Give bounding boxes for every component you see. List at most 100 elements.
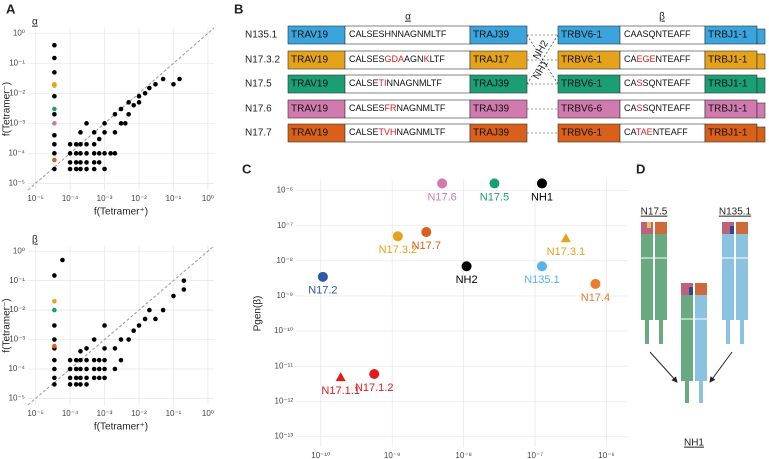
stem [726,320,730,344]
point [52,166,57,172]
point [147,85,152,91]
x-tick-label: 10⁻⁵ [27,194,43,203]
point [112,366,118,372]
cdr3-part: AGN [404,54,424,64]
point [102,121,107,126]
x-tick-label: 10⁻¹ [166,409,182,418]
y-tick-label: 10⁻² [9,88,25,97]
point [67,151,73,156]
point [335,372,346,382]
point [91,337,97,342]
point [112,346,118,351]
constant-tail [756,28,766,45]
point [181,278,187,283]
point [78,151,83,156]
cdr3-part: NNAGNMLTF [387,78,443,88]
cdr3: CATAENTEAFF [624,127,688,137]
cdr3-part: CA [624,103,637,113]
gene-label: TRAV19 [291,55,328,66]
gene-label: TRBV6-1 [561,79,603,90]
reference-line [27,245,215,406]
point [96,151,102,156]
cdr3-part: S [637,78,643,88]
cdr3-part: S [637,103,643,113]
point [52,375,57,381]
point [84,121,89,126]
arrow [649,351,678,383]
cdr3-part: K [424,54,430,64]
facet-label: α [32,17,38,28]
point [52,121,57,126]
chain [722,222,734,320]
point [153,316,158,322]
gene-label: TRAJ39 [473,79,510,90]
cdr3-part: FR [385,103,397,113]
chain [641,222,653,320]
gene-label: TRAV19 [291,104,328,115]
point-label: N17.5 [480,191,509,203]
point-label: N17.3.2 [379,244,418,256]
gene-label: TRBJ1-1 [708,104,748,115]
chain [736,222,748,234]
point [136,93,142,99]
point [102,357,107,363]
cdr3-part: TI [379,78,387,88]
clone-name: N17.7 [245,128,272,139]
y-tick-label: 10⁻¹² [275,396,294,405]
cdr3: CALSETVHNAGNMLTF [349,127,446,137]
point [102,151,107,156]
arrow [709,351,733,383]
point [67,375,73,381]
point [78,357,83,363]
point [73,166,79,172]
point [52,366,57,372]
point [153,81,158,87]
pairing-line [526,34,559,85]
y-tick-label: 10⁻¹ [9,58,25,67]
chain [655,222,667,234]
gene-label: TRBV6-6 [561,104,603,115]
point [60,257,65,263]
point [369,368,380,379]
tcr-label: N135.1 [719,207,752,218]
cdr3-part: CALSESHNNAGNMLTF [349,29,447,39]
x-tick-label: 10⁻³ [97,194,113,203]
cdr3-part: CALSE [349,78,379,88]
point [78,382,83,387]
point-label: N135.1 [524,274,559,286]
point [52,273,57,278]
cdr3-part: CA [624,78,637,88]
point [67,141,73,147]
stem [645,320,649,344]
y-tick-label: 10⁻⁴ [8,148,25,157]
x-tick-label: 10⁻⁶ [598,451,614,459]
point [78,166,83,172]
point [91,357,97,363]
point [126,337,131,342]
point [96,160,102,165]
constant-tail [756,53,766,70]
gene-label: TRAJ17 [473,55,510,66]
point [118,357,124,363]
point [52,323,57,328]
point [52,132,57,138]
point [317,271,328,282]
cdr3-part: SQNTEAFF [643,78,692,88]
point [118,337,124,342]
cdr3-part: TAE [636,127,653,137]
gene-label: TRAV19 [291,128,328,139]
cdr3-part: EGE [637,54,656,64]
x-tick-label: 10⁻⁸ [455,451,472,459]
point [91,141,97,147]
point [91,166,97,172]
pairing-label: NH1 [531,58,551,81]
point [131,328,136,333]
point [136,100,142,105]
cdr3-part: CALSE [349,127,379,137]
cdr3-part: NTEAFF [656,54,692,64]
cdr3: CAEGENTEAFF [624,54,691,64]
point [67,382,73,387]
y-tick-label: 10⁻¹ [9,276,25,285]
y-tick-label: 10⁰ [13,246,25,255]
chain [655,222,667,320]
